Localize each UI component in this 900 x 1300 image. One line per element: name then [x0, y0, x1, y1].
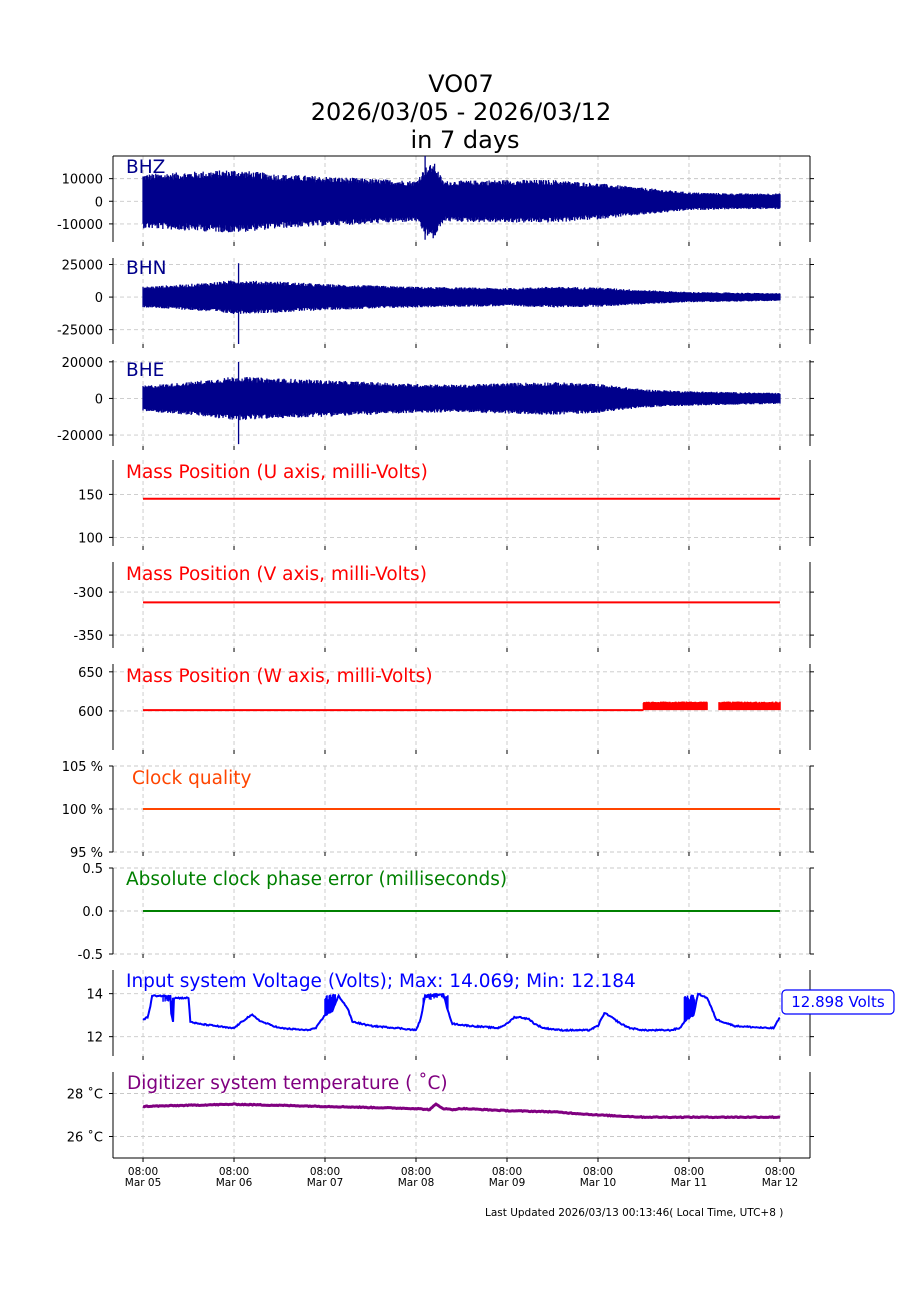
title-station: VO07 [428, 70, 493, 98]
xtick-date-label: Mar 09 [489, 1177, 526, 1189]
panel-bhn: 25000 0 -25000 BHN [57, 258, 814, 348]
series-bhe [142, 361, 781, 445]
ytick-label: 0.0 [82, 905, 103, 920]
ytick-label: 150 [78, 488, 103, 503]
panel-label-temperature: Digitizer system temperature ( ˚C) [127, 1073, 448, 1094]
title-daterange: 2026/03/05 - 2026/03/12 [311, 98, 612, 126]
panels: 10000 0 -10000 BHZ 25000 0 -25000 BHN 20000 0 -200… [57, 155, 895, 1162]
ytick-label: 12 [86, 1031, 103, 1046]
voltage-annotation-box [781, 989, 895, 1015]
ytick-label: 100 % [62, 803, 103, 818]
panel-label-clock_quality: Clock quality [132, 768, 251, 789]
ytick-label: 0 [95, 291, 103, 306]
panel-label-mass_w: Mass Position (W axis, milli-Volts) [126, 666, 433, 687]
panel-phase_error: 0.5 0.0 -0.5 Absolute clock phase error (mi… [78, 862, 814, 963]
panel-mass_w: 650 600 Mass Position (W axis, milli-Volts… [78, 664, 814, 754]
xtick-time-label: 08:00 [401, 1166, 431, 1178]
panel-label-bhn: BHN [126, 258, 166, 279]
ytick-label: -20000 [57, 429, 103, 444]
ytick-label: 26 ˚C [67, 1130, 103, 1146]
series-voltage-peaks [162, 993, 696, 1022]
panel-label-voltage: Input system Voltage (Volts); Max: 14.06… [126, 971, 636, 992]
xtick-date-label: Mar 07 [307, 1177, 344, 1189]
panel-label-phase_error: Absolute clock phase error (milliseconds… [126, 869, 507, 890]
xtick-date-label: Mar 11 [671, 1177, 708, 1189]
series-temperature [142, 1102, 781, 1120]
footer-last-updated: Last Updated 2026/03/13 00:13:46( Local … [485, 1207, 783, 1219]
panel-bhz: 10000 0 -10000 BHZ [57, 155, 814, 246]
ytick-label: -25000 [57, 324, 103, 339]
panel-temperature: 28 ˚C 26 ˚C Digitizer system temperature (… [67, 1072, 814, 1162]
xtick-date-label: Mar 12 [762, 1177, 799, 1189]
ytick-label: 0 [95, 392, 103, 407]
ytick-label: 10000 [62, 173, 103, 188]
ytick-label: 0 [95, 195, 103, 210]
xtick-date-label: Mar 10 [580, 1177, 617, 1189]
ytick-label: 20000 [62, 356, 103, 371]
voltage-annotation: 12.898 Volts [791, 993, 885, 1011]
series-mass_w-noisy [642, 701, 781, 711]
ytick-label: -350 [73, 629, 103, 644]
panel-label-bhz: BHZ [126, 157, 165, 178]
xtick-time-label: 08:00 [219, 1166, 249, 1178]
ytick-label: 28 ˚C [67, 1087, 103, 1103]
ytick-label: 100 [78, 531, 103, 546]
panel-mass_u: 150 100 Mass Position (U axis, milli-Volts… [78, 460, 814, 550]
title-span: in 7 days [410, 126, 519, 154]
ytick-label: 0.5 [82, 862, 103, 877]
xtick-date-label: Mar 05 [125, 1177, 162, 1189]
ytick-label: -0.5 [78, 948, 103, 963]
panel-label-bhe: BHE [126, 360, 164, 381]
xtick-time-label: 08:00 [765, 1166, 795, 1178]
xtick-time-label: 08:00 [674, 1166, 704, 1178]
panel-label-mass_u: Mass Position (U axis, milli-Volts) [126, 462, 428, 483]
ytick-label: 95 % [70, 846, 103, 861]
xtick-time-label: 08:00 [310, 1166, 340, 1178]
panel-clock_quality: 105 % 100 % 95 % Clock quality [62, 760, 814, 861]
panel-label-mass_v: Mass Position (V axis, milli-Volts) [126, 564, 427, 585]
series-voltage [142, 992, 781, 1033]
xtick-time-label: 08:00 [128, 1166, 158, 1178]
series-bhz [142, 156, 781, 240]
ytick-label: 105 % [62, 760, 103, 775]
panel-voltage: 14 12 12.898 Volts Input system Voltage (Vo… [86, 970, 895, 1060]
ytick-label: 650 [78, 666, 103, 681]
panel-mass_v: -300 -350 Mass Position (V axis, milli-Vol… [73, 562, 814, 652]
xtick-date-label: Mar 06 [216, 1177, 253, 1189]
xtick-time-label: 08:00 [583, 1166, 613, 1178]
ytick-label: 14 [86, 988, 103, 1003]
ytick-label: -300 [73, 586, 103, 601]
xtick-date-label: Mar 08 [398, 1177, 435, 1189]
ytick-label: 25000 [62, 259, 103, 274]
ytick-label: 600 [78, 705, 103, 720]
panel-bhe: 20000 0 -20000 BHE [57, 356, 814, 450]
xtick-time-label: 08:00 [492, 1166, 522, 1178]
series-bhn [142, 263, 781, 344]
ytick-label: -10000 [57, 218, 103, 233]
